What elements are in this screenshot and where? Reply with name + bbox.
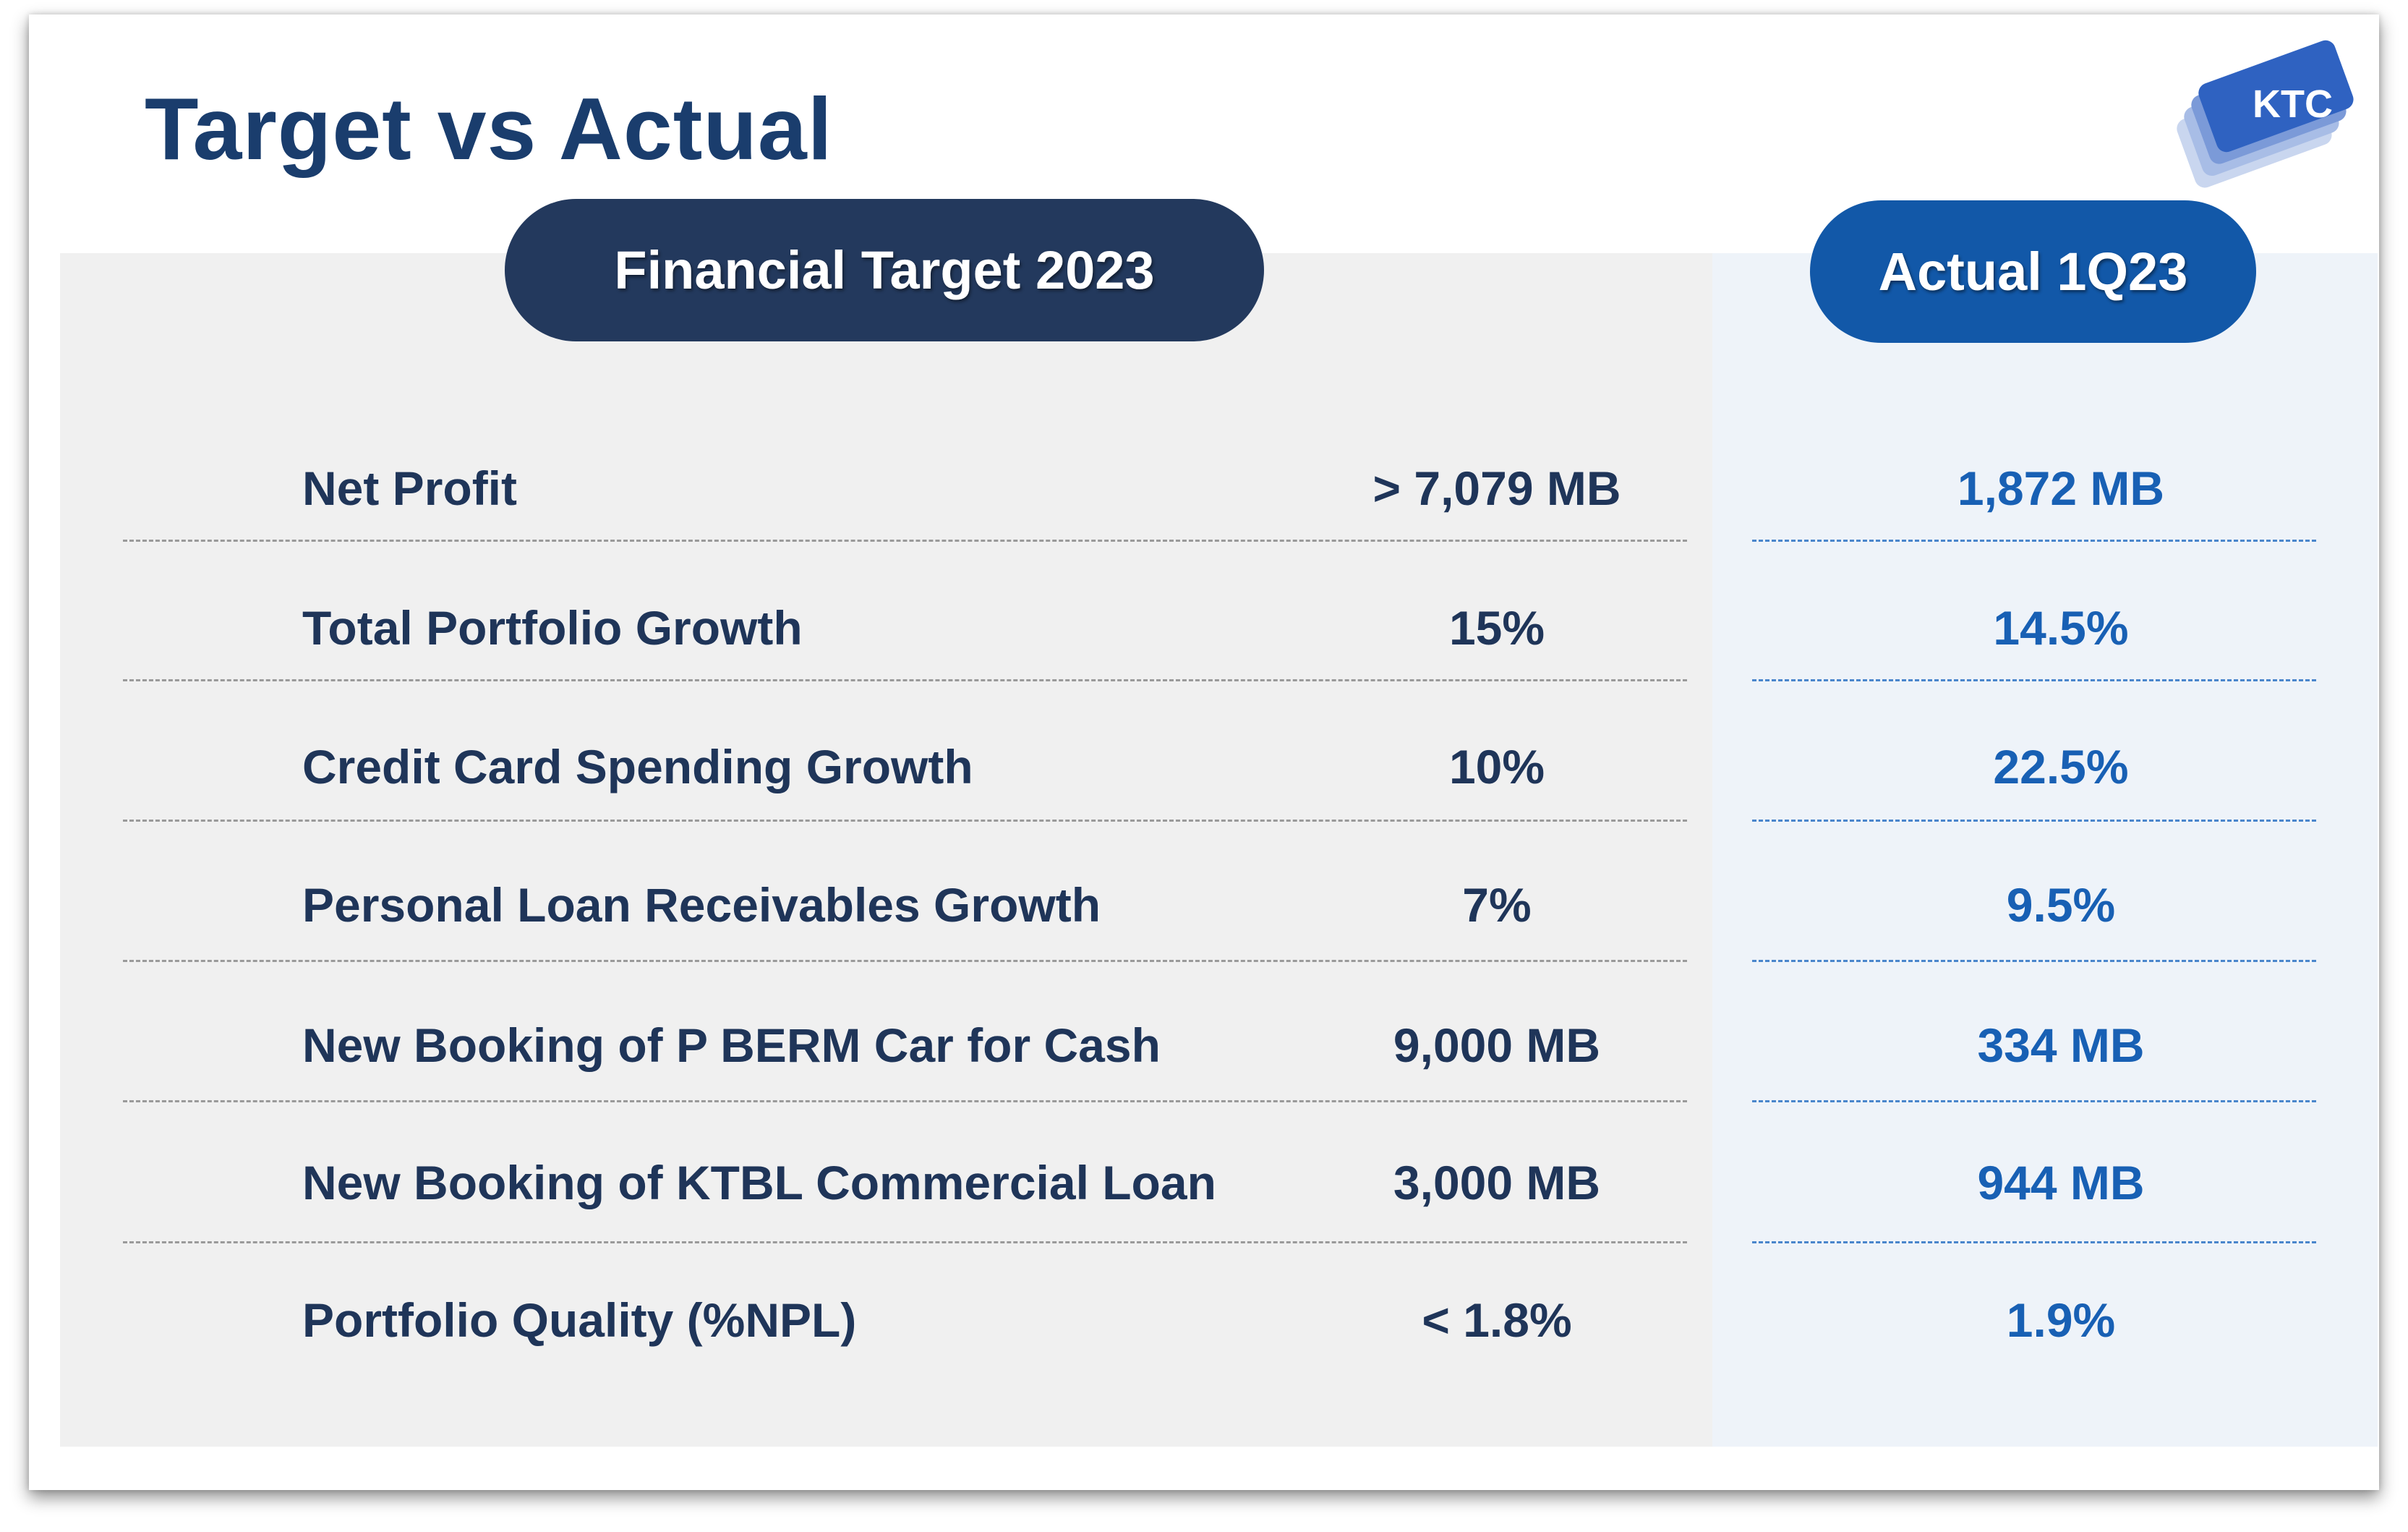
actual-value: 334 MB <box>1977 1018 2145 1072</box>
target-value: 9,000 MB <box>1393 1018 1601 1072</box>
table-row: Portfolio Quality (%NPL) < 1.8% 1.9% <box>29 1269 2379 1371</box>
target-header: Financial Target 2023 <box>505 199 1264 341</box>
logo-text: KTC <box>2253 82 2333 126</box>
row-divider <box>123 960 1687 962</box>
page-title: Target vs Actual <box>145 80 833 178</box>
actual-value: 14.5% <box>1993 601 2129 655</box>
table-row: Net Profit > 7,079 MB 1,872 MB <box>29 438 2379 539</box>
actual-panel <box>1712 253 2378 1447</box>
row-divider <box>123 679 1687 681</box>
metric-label: New Booking of KTBL Commercial Loan <box>302 1156 1216 1209</box>
target-value: 7% <box>1462 878 1532 932</box>
slide: Target vs Actual KTC Financial Target 20… <box>29 14 2379 1490</box>
target-panel <box>60 253 1735 1447</box>
row-divider <box>123 820 1687 822</box>
row-divider <box>123 1100 1687 1102</box>
row-divider <box>1752 1241 2316 1243</box>
target-value: > 7,079 MB <box>1372 461 1621 515</box>
metric-label: New Booking of P BERM Car for Cash <box>302 1018 1161 1072</box>
actual-value: 9.5% <box>2006 878 2116 932</box>
actual-value: 1.9% <box>2006 1293 2116 1347</box>
table-row: Credit Card Spending Growth 10% 22.5% <box>29 716 2379 817</box>
target-value: < 1.8% <box>1422 1293 1572 1347</box>
row-divider <box>1752 960 2316 962</box>
actual-value: 1,872 MB <box>1957 461 2165 515</box>
row-divider <box>1752 540 2316 542</box>
row-divider <box>1752 679 2316 681</box>
row-divider <box>123 540 1687 542</box>
target-value: 15% <box>1448 601 1545 655</box>
table-row: New Booking of KTBL Commercial Loan 3,00… <box>29 1132 2379 1233</box>
actual-header: Actual 1Q23 <box>1810 200 2256 343</box>
target-value: 10% <box>1448 740 1545 793</box>
metric-label: Total Portfolio Growth <box>302 601 803 655</box>
row-divider <box>123 1241 1687 1243</box>
table-row: New Booking of P BERM Car for Cash 9,000… <box>29 995 2379 1096</box>
row-divider <box>1752 1100 2316 1102</box>
metric-label: Credit Card Spending Growth <box>302 740 973 793</box>
row-divider <box>1752 820 2316 822</box>
actual-value: 22.5% <box>1993 740 2129 793</box>
target-value: 3,000 MB <box>1393 1156 1601 1209</box>
table-row: Personal Loan Receivables Growth 7% 9.5% <box>29 854 2379 956</box>
metric-label: Portfolio Quality (%NPL) <box>302 1293 857 1347</box>
metric-label: Personal Loan Receivables Growth <box>302 878 1101 932</box>
ktc-logo-icon: KTC <box>2148 36 2365 195</box>
metric-label: Net Profit <box>302 461 517 515</box>
table-row: Total Portfolio Growth 15% 14.5% <box>29 577 2379 678</box>
actual-value: 944 MB <box>1977 1156 2145 1209</box>
